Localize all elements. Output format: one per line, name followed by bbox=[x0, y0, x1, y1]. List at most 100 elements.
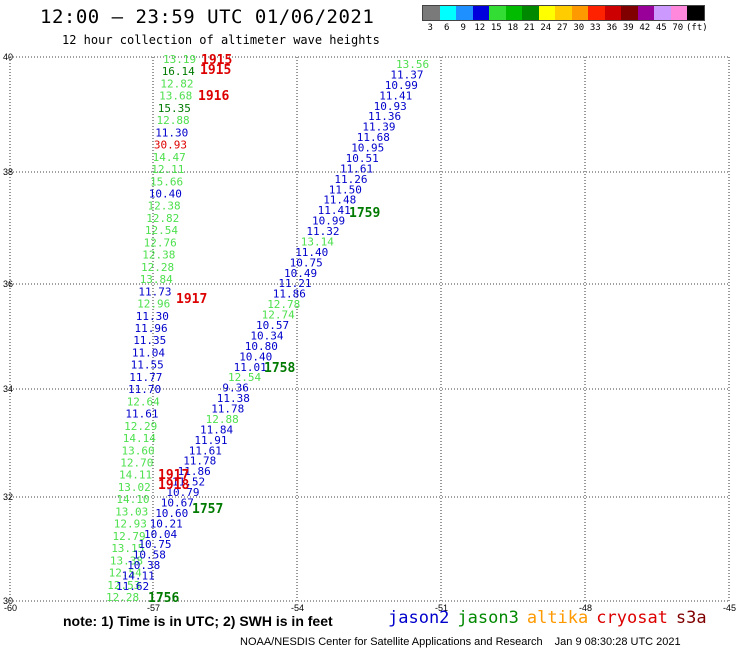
wave-height-value: 12.93 bbox=[114, 518, 147, 531]
color-scale-label: 45 bbox=[655, 23, 667, 33]
color-swatch bbox=[604, 6, 621, 20]
wave-height-value: 11.61 bbox=[125, 408, 158, 421]
wave-height-value: 12.29 bbox=[124, 420, 157, 433]
lat-tick-label: 32 bbox=[3, 492, 13, 502]
wave-height-value: 11.61 bbox=[340, 162, 373, 175]
lat-tick-label: 40 bbox=[3, 52, 13, 62]
wave-height-value: 11.32 bbox=[306, 225, 339, 238]
wave-height-value: 11.01 bbox=[234, 361, 267, 374]
units-note: note: 1) Time is in UTC; 2) SWH is in fe… bbox=[63, 613, 333, 629]
wave-height-value: 10.75 bbox=[290, 256, 323, 269]
wave-height-value: 12.53 bbox=[107, 579, 140, 592]
color-swatch bbox=[472, 6, 489, 20]
generated-timestamp: Jan 9 08:30:28 UTC 2021 bbox=[554, 636, 681, 648]
wave-height-value: 15.35 bbox=[158, 102, 191, 115]
lon-tick-label: -60 bbox=[4, 603, 17, 613]
lon-tick-label: -51 bbox=[435, 603, 448, 613]
legend-altika: altika bbox=[526, 608, 589, 628]
color-scale-label: 3 bbox=[427, 23, 433, 33]
color-swatch bbox=[522, 6, 539, 20]
lat-tick-label: 30 bbox=[3, 596, 13, 606]
wave-height-value: 13.14 bbox=[301, 236, 334, 249]
color-scale-label: 42 bbox=[639, 23, 651, 33]
wave-height-value: 11.04 bbox=[132, 347, 165, 360]
wave-height-value: 30.93 bbox=[154, 139, 187, 152]
wave-height-value: 11.78 bbox=[183, 455, 216, 468]
pass-time-label: 1917 bbox=[158, 468, 189, 483]
pass-time-label: 1915 bbox=[201, 53, 232, 68]
wave-height-value: 9.36 bbox=[222, 382, 249, 395]
legend-s3a: s3a bbox=[675, 608, 707, 628]
pass-time-label: 1916 bbox=[198, 89, 229, 104]
wave-height-value: 12.28 bbox=[141, 261, 174, 274]
pass-time-label: 1758 bbox=[264, 361, 295, 376]
color-swatch bbox=[687, 6, 704, 20]
wave-height-value: 11.26 bbox=[334, 173, 367, 186]
wave-height-value: 12.96 bbox=[137, 298, 170, 311]
lon-tick-label: -57 bbox=[147, 603, 160, 613]
wave-height-value: 14.11 bbox=[119, 469, 152, 482]
color-swatch bbox=[505, 6, 522, 20]
color-swatch bbox=[538, 6, 555, 20]
lon-tick-label: -48 bbox=[579, 603, 592, 613]
wave-height-value: 12.54 bbox=[145, 224, 178, 237]
wave-height-value: 10.51 bbox=[346, 152, 379, 165]
wave-height-value: 10.79 bbox=[166, 486, 199, 499]
credit-text: NOAA/NESDIS Center for Satellite Applica… bbox=[240, 636, 543, 648]
wave-height-value: 11.37 bbox=[390, 68, 423, 81]
wave-height-value: 16.14 bbox=[162, 65, 195, 78]
color-swatch bbox=[571, 6, 588, 20]
wave-height-value: 14.14 bbox=[123, 432, 156, 445]
color-scale-label: 39 bbox=[622, 23, 634, 33]
wave-height-value: 11.21 bbox=[278, 277, 311, 290]
wave-height-value: 11.40 bbox=[295, 246, 328, 259]
wave-height-value: 14.47 bbox=[153, 151, 186, 164]
wave-height-value: 10.40 bbox=[239, 350, 272, 363]
wave-height-value: 10.40 bbox=[149, 188, 182, 201]
wave-height-value: 11.30 bbox=[136, 310, 169, 323]
wave-height-value: 11.30 bbox=[155, 126, 188, 139]
wave-height-value: 12.88 bbox=[206, 413, 239, 426]
wave-height-value: 11.91 bbox=[194, 434, 227, 447]
wave-height-value: 11.84 bbox=[200, 423, 233, 436]
color-scale-label: 15 bbox=[490, 23, 502, 33]
wave-height-value: 13.19 bbox=[163, 53, 196, 66]
wave-height-value: 11.41 bbox=[379, 89, 412, 102]
wave-height-value: 11.78 bbox=[211, 403, 244, 416]
wave-height-value: 13.68 bbox=[159, 90, 192, 103]
wave-height-value: 10.34 bbox=[250, 329, 283, 342]
legend-jason2: jason2 bbox=[388, 608, 450, 628]
wave-height-value: 12.28 bbox=[106, 591, 139, 604]
color-swatch bbox=[588, 6, 605, 20]
lat-tick-label: 36 bbox=[3, 279, 13, 289]
wave-height-value: 12.38 bbox=[148, 200, 181, 213]
wave-height-value: 13.03 bbox=[115, 505, 148, 518]
wave-height-value: 10.93 bbox=[374, 100, 407, 113]
pass-time-label: 1915 bbox=[200, 63, 231, 78]
color-scale-label: 21 bbox=[523, 23, 535, 33]
wave-height-value: 12.54 bbox=[228, 371, 261, 384]
color-swatch bbox=[555, 6, 572, 20]
map-title: 12:00 — 23:59 UTC 01/06/2021 bbox=[40, 6, 375, 28]
color-scale-label: (ft) bbox=[686, 23, 708, 33]
color-scale-label: 24 bbox=[540, 23, 552, 33]
lon-tick-label: -45 bbox=[723, 603, 736, 613]
wave-height-value: 11.55 bbox=[131, 359, 164, 372]
wave-height-value: 11.36 bbox=[368, 110, 401, 123]
color-scale-label: 18 bbox=[507, 23, 519, 33]
color-scale-label: 36 bbox=[606, 23, 618, 33]
legend-cryosat: cryosat bbox=[596, 608, 668, 628]
wave-height-value: 12.88 bbox=[157, 114, 190, 127]
wave-height-value: 10.99 bbox=[385, 79, 418, 92]
wave-height-color-scale: 3 6 9 12 15 18 21 24 27 30 33 36 39 42 45 70 (ft) bbox=[422, 5, 708, 33]
pass-time-label: 1759 bbox=[349, 206, 380, 221]
pass-time-label: 1757 bbox=[192, 502, 223, 517]
wave-height-value: 15.66 bbox=[150, 175, 183, 188]
color-scale-label: 33 bbox=[589, 23, 601, 33]
wave-height-value: 13.15 bbox=[111, 542, 144, 555]
wave-height-value: 12.54 bbox=[109, 567, 142, 580]
color-swatch bbox=[489, 6, 506, 20]
